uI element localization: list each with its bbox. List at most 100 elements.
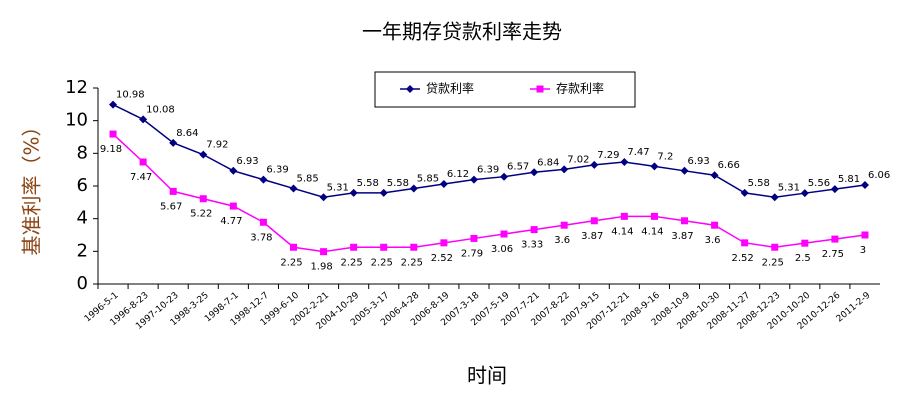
data-label: 3.87	[581, 231, 603, 242]
data-label: 4.77	[220, 216, 242, 227]
y-tick-label: 2	[77, 240, 88, 261]
data-point	[379, 188, 388, 197]
data-label: 3.6	[554, 235, 570, 246]
data-label: 2.25	[371, 257, 393, 268]
data-point	[470, 234, 478, 242]
data-label: 7.47	[130, 172, 152, 183]
y-tick-label: 6	[77, 175, 88, 196]
data-label: 6.39	[266, 165, 288, 176]
data-label: 2.52	[431, 253, 453, 264]
data-label: 6.93	[688, 156, 710, 167]
data-point	[860, 181, 869, 190]
y-tick-label: 10	[65, 110, 88, 131]
data-label: 5.81	[838, 174, 860, 185]
y-tick-label: 12	[65, 77, 88, 98]
data-label: 2.25	[401, 257, 423, 268]
data-point	[469, 175, 478, 184]
data-label: 2.25	[280, 257, 302, 268]
data-label: 2.25	[762, 257, 784, 268]
data-point	[139, 158, 147, 166]
data-label: 5.67	[160, 201, 182, 212]
data-label: 6.06	[868, 170, 890, 181]
data-label: 3	[860, 245, 866, 256]
data-point	[350, 243, 358, 251]
y-tick-label: 0	[77, 273, 88, 294]
legend-label: 存款利率	[556, 81, 604, 96]
legend-marker	[406, 85, 414, 93]
data-point	[681, 217, 688, 225]
data-point	[139, 115, 148, 124]
data-label: 2.25	[341, 257, 363, 268]
data-label: 8.64	[176, 128, 198, 139]
data-label: 7.47	[627, 147, 649, 158]
chart-title: 一年期存贷款利率走势	[362, 20, 562, 44]
legend-marker	[536, 85, 544, 93]
data-point	[380, 243, 388, 251]
data-point	[109, 130, 117, 138]
x-axis-title: 时间	[467, 364, 507, 388]
data-point	[800, 189, 809, 198]
data-label: 3.87	[671, 231, 693, 242]
data-label: 5.85	[297, 173, 319, 184]
data-point	[199, 195, 207, 203]
data-label: 10.08	[146, 104, 175, 115]
data-point	[319, 193, 328, 202]
data-point	[409, 184, 418, 193]
data-point	[560, 221, 568, 229]
data-label: 2.52	[732, 253, 754, 264]
data-label: 6.39	[477, 165, 499, 176]
data-point	[711, 221, 719, 229]
data-point	[590, 160, 599, 169]
data-label: 7.02	[567, 154, 589, 165]
data-point	[650, 212, 658, 220]
data-label: 5.56	[808, 178, 830, 189]
data-point	[740, 188, 749, 197]
data-label: 6.12	[447, 169, 469, 180]
data-label: 6.84	[537, 157, 559, 168]
data-label: 5.58	[357, 178, 379, 189]
data-point	[169, 138, 178, 147]
y-tick-label: 4	[77, 208, 88, 229]
data-point	[530, 226, 538, 234]
series-line	[112, 133, 866, 253]
data-point	[229, 166, 238, 175]
data-point	[680, 166, 689, 175]
y-axis-title: 基准利率（%）	[20, 116, 44, 255]
data-label: 5.58	[748, 178, 770, 189]
data-label: 3.06	[491, 244, 513, 255]
data-label: 5.58	[387, 178, 409, 189]
data-label: 5.31	[327, 182, 349, 193]
data-point	[259, 218, 267, 226]
data-point	[650, 162, 659, 171]
data-label: 3.6	[705, 235, 721, 246]
data-point	[861, 231, 869, 239]
data-label: 4.14	[641, 226, 663, 237]
data-point	[620, 212, 628, 220]
data-label: 4.14	[611, 226, 633, 237]
data-label: 3.78	[250, 232, 272, 243]
data-point	[439, 180, 448, 189]
data-point	[320, 248, 328, 256]
data-point	[710, 171, 719, 180]
data-label: 5.85	[417, 173, 439, 184]
y-tick-label: 8	[77, 142, 88, 163]
data-label: 5.31	[778, 182, 800, 193]
x-tick-label: 2011-2-9	[835, 290, 873, 324]
data-label: 9.18	[100, 144, 122, 155]
data-point	[500, 230, 508, 238]
data-point	[289, 184, 298, 193]
data-point	[290, 243, 297, 251]
data-label: 2.79	[461, 248, 483, 259]
data-label: 3.33	[521, 240, 543, 251]
data-point	[831, 235, 839, 243]
data-point	[530, 168, 539, 177]
data-label: 2.75	[822, 249, 844, 260]
data-point	[770, 193, 779, 202]
data-point	[349, 188, 358, 197]
data-point	[830, 185, 839, 194]
data-label: 7.92	[206, 140, 228, 151]
series-line	[112, 103, 866, 199]
data-point	[440, 239, 448, 247]
data-label: 5.22	[190, 209, 212, 220]
